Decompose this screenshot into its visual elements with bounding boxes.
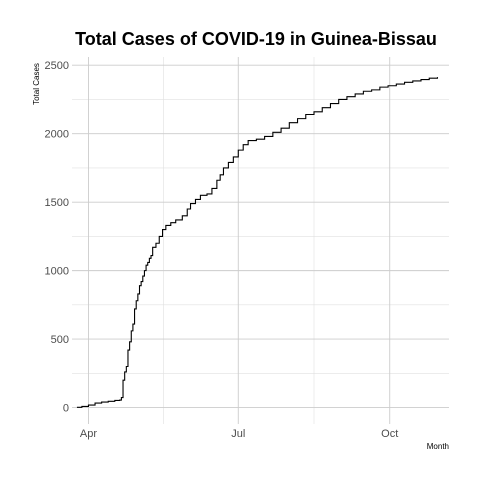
series-line-total-cases xyxy=(76,77,439,408)
chart-title: Total Cases of COVID-19 in Guinea-Bissau xyxy=(75,29,437,49)
y-tick-label: 2500 xyxy=(45,60,69,72)
x-tick-label: Jul xyxy=(231,428,245,440)
y-tick-label: 1000 xyxy=(45,266,69,278)
series-layer xyxy=(76,77,439,408)
x-tick-label: Apr xyxy=(80,428,97,440)
y-tick-label: 0 xyxy=(63,403,69,415)
x-tick-labels: Apr Jul Oct xyxy=(80,428,398,440)
y-tick-label: 500 xyxy=(51,334,69,346)
minor-gridlines xyxy=(72,57,449,424)
y-tick-labels: 0 500 1000 1500 2000 2500 xyxy=(45,60,69,414)
y-axis-label: Total Cases xyxy=(32,63,41,105)
y-tick-label: 2000 xyxy=(45,129,69,141)
major-gridlines xyxy=(72,57,449,424)
y-tick-label: 1500 xyxy=(45,197,69,209)
x-axis-label: Month xyxy=(427,442,449,451)
x-tick-label: Oct xyxy=(381,428,398,440)
